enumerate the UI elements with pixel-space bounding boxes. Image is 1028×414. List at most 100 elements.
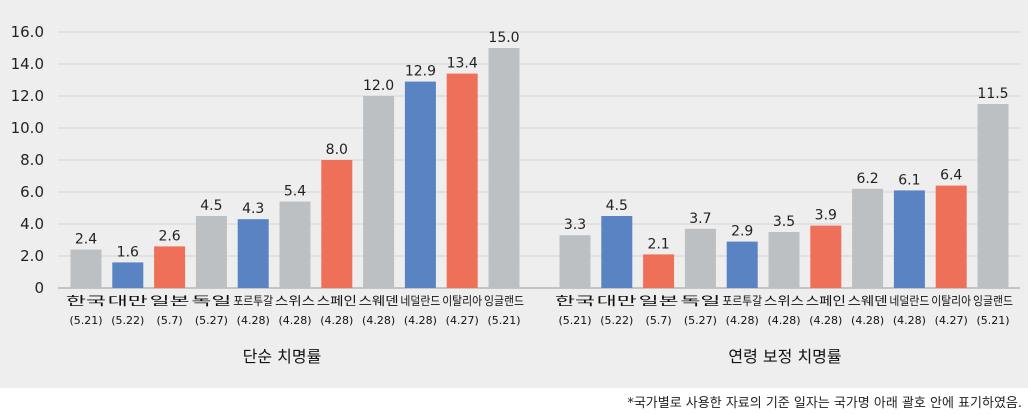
- x-category-label: 대만: [108, 294, 148, 308]
- x-date-label: (5.21): [558, 314, 591, 327]
- group-axis-title: 단순 치명률: [243, 347, 322, 366]
- y-tick-label: 4.0: [20, 215, 44, 233]
- x-category-label: 이탈리아: [931, 294, 971, 308]
- bar-value-label: 6.1: [898, 172, 920, 188]
- x-category-label: 한국: [555, 294, 595, 308]
- x-date-label: (4.28): [851, 314, 884, 327]
- x-date-label: (5.21): [69, 314, 102, 327]
- bar: [70, 249, 102, 288]
- bar-value-label: 3.5: [773, 214, 795, 230]
- bar: [852, 188, 884, 288]
- bar-value-label: 2.4: [75, 232, 97, 248]
- bar-value-label: 12.0: [363, 78, 394, 94]
- x-category-label: 스위스: [275, 294, 315, 308]
- x-category-label: 대만: [597, 294, 637, 308]
- bar: [488, 48, 520, 288]
- x-category-label: 독일: [191, 294, 231, 308]
- x-date-label: (4.28): [237, 314, 270, 327]
- bar: [321, 160, 353, 288]
- x-category-label: 이탈리아: [442, 294, 482, 308]
- x-category-label: 스웨덴: [359, 294, 399, 308]
- x-date-label: (4.28): [809, 314, 842, 327]
- x-category-label: 스페인: [806, 294, 846, 308]
- x-date-label: (5.21): [976, 314, 1009, 327]
- bar-value-label: 3.3: [564, 217, 586, 233]
- y-tick-label: 8.0: [20, 151, 44, 169]
- bar: [601, 216, 633, 288]
- x-category-label: 네덜란드: [889, 294, 929, 308]
- x-date-label: (5.7): [646, 314, 672, 327]
- bar-value-label: 3.9: [815, 208, 837, 224]
- y-tick-label: 6.0: [20, 183, 44, 201]
- bar: [237, 219, 269, 288]
- x-category-label: 스페인: [317, 294, 357, 308]
- bar-value-label: 2.1: [647, 236, 669, 252]
- bar-value-label: 13.4: [447, 56, 478, 72]
- bar: [446, 73, 478, 288]
- x-category-label: 포르투갈: [722, 294, 762, 308]
- bar: [810, 225, 842, 288]
- x-category-label: 한국: [66, 294, 106, 308]
- chart-panel: 0 2.0 4.0 6.0 8.0 10.0 12.0 14.0 16.0 2.4 한국 (5.21)…: [0, 0, 1028, 388]
- x-category-label: 잉글랜드: [973, 294, 1013, 308]
- bar-value-label: 4.5: [606, 198, 628, 214]
- bar-value-label: 3.7: [689, 211, 711, 227]
- bar: [404, 81, 436, 288]
- x-date-label: (4.28): [404, 314, 437, 327]
- x-category-label: 스위스: [764, 294, 804, 308]
- fatality-rate-chart: 0 2.0 4.0 6.0 8.0 10.0 12.0 14.0 16.0 2.4 한국 (5.21)…: [11, 23, 1020, 366]
- bar-value-label: 6.2: [856, 171, 878, 187]
- bar: [684, 228, 716, 288]
- x-date-label: (5.22): [111, 314, 144, 327]
- x-date-label: (5.27): [195, 314, 228, 327]
- x-date-label: (4.28): [893, 314, 926, 327]
- bar: [977, 104, 1009, 288]
- x-date-label: (5.21): [487, 314, 520, 327]
- x-date-label: (4.28): [278, 314, 311, 327]
- bar: [195, 216, 227, 288]
- bar-value-label: 12.9: [405, 64, 436, 80]
- x-date-label: (4.27): [446, 314, 479, 327]
- x-category-label: 일본: [639, 294, 679, 308]
- x-date-label: (5.22): [600, 314, 633, 327]
- bar: [279, 201, 311, 288]
- bar: [363, 96, 395, 288]
- bar-value-label: 2.6: [158, 228, 180, 244]
- bar-value-label: 11.5: [977, 86, 1008, 102]
- bar-value-label: 5.4: [284, 184, 306, 200]
- bar: [768, 232, 800, 288]
- y-tick-label: 10.0: [11, 119, 44, 137]
- bar: [643, 254, 675, 288]
- bar: [559, 235, 591, 288]
- x-date-label: (4.27): [935, 314, 968, 327]
- y-tick-label: 0: [34, 279, 44, 297]
- bar-value-label: 8.0: [326, 142, 348, 158]
- bar: [154, 246, 186, 288]
- x-category-label: 독일: [680, 294, 720, 308]
- bar: [893, 190, 925, 288]
- y-tick-label: 2.0: [20, 247, 44, 265]
- x-date-label: (4.28): [362, 314, 395, 327]
- x-date-label: (4.28): [320, 314, 353, 327]
- bar-value-label: 2.9: [731, 224, 753, 240]
- bar: [726, 241, 758, 288]
- x-date-label: (5.7): [157, 314, 183, 327]
- x-category-label: 잉글랜드: [484, 294, 524, 308]
- y-tick-label: 16.0: [11, 23, 44, 41]
- footnote: *국가별로 사용한 자료의 기준 일자는 국가명 아래 괄호 안에 표기하였음.: [627, 396, 1022, 411]
- x-category-label: 일본: [150, 294, 190, 308]
- x-date-label: (5.27): [684, 314, 717, 327]
- bar-value-label: 4.5: [200, 198, 222, 214]
- bar-value-label: 4.3: [242, 201, 264, 217]
- y-tick-label: 14.0: [11, 55, 44, 73]
- bar: [935, 185, 967, 288]
- x-date-label: (4.28): [767, 314, 800, 327]
- x-date-label: (4.28): [726, 314, 759, 327]
- group-axis-title: 연령 보정 치명률: [728, 347, 841, 366]
- bar: [112, 262, 144, 288]
- bar-value-label: 15.0: [488, 30, 519, 46]
- x-category-label: 스웨덴: [848, 294, 888, 308]
- y-tick-label: 12.0: [11, 87, 44, 105]
- bar-value-label: 1.6: [117, 244, 139, 260]
- bar-value-label: 6.4: [940, 168, 962, 184]
